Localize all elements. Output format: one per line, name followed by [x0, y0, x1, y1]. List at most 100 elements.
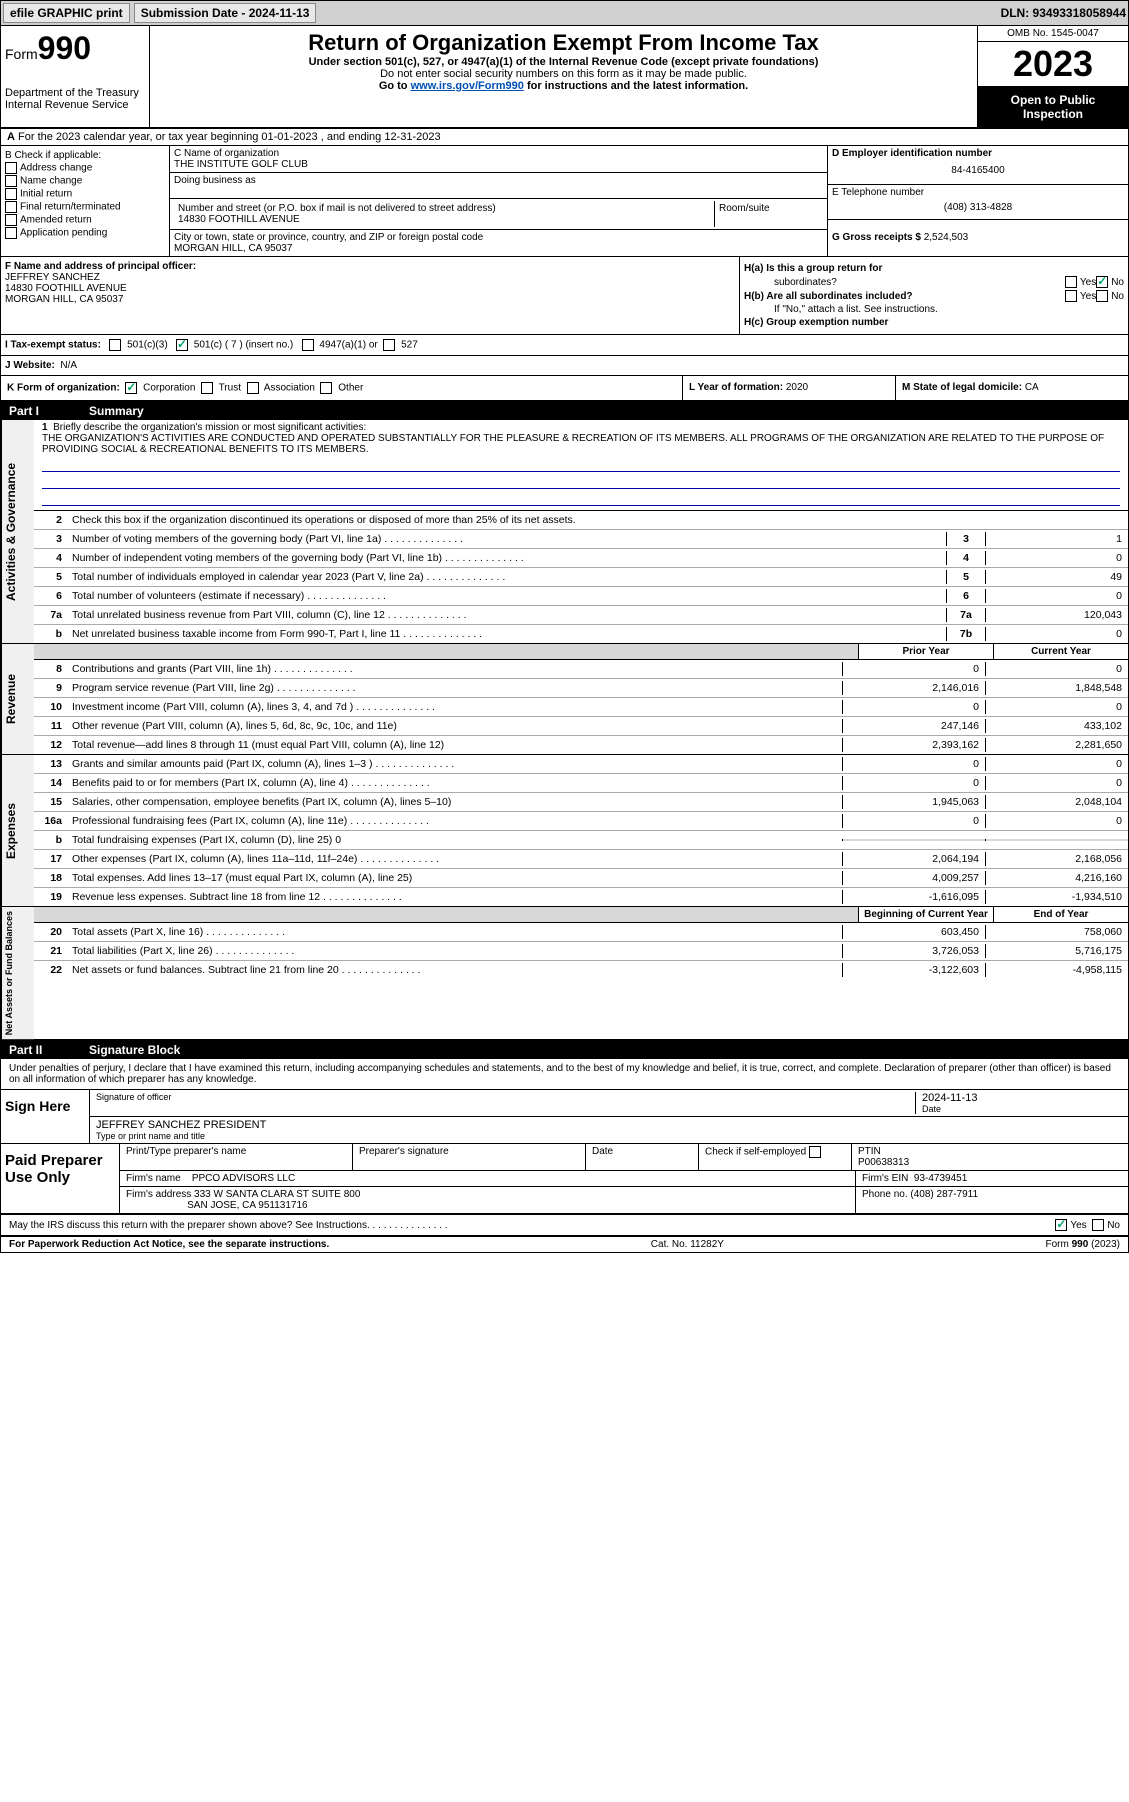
gov-v7b: 0: [985, 627, 1128, 641]
exp-l13: Grants and similar amounts paid (Part IX…: [68, 757, 842, 771]
submission-btn[interactable]: Submission Date - 2024-11-13: [134, 3, 317, 23]
exp-l17: Other expenses (Part IX, column (A), lin…: [68, 852, 842, 866]
exp-l16b: Total fundraising expenses (Part IX, col…: [68, 833, 842, 847]
other-checkbox[interactable]: [320, 382, 332, 394]
rev-l9: Program service revenue (Part VIII, line…: [68, 681, 842, 695]
part2-header: Part II Signature Block: [1, 1041, 1128, 1059]
gross-label: G Gross receipts $: [832, 232, 921, 243]
section-f: F Name and address of principal officer:…: [1, 257, 739, 334]
net-b21: 3,726,053: [842, 944, 985, 958]
exp-c18: 4,216,160: [985, 871, 1128, 885]
exp-l18: Total expenses. Add lines 13–17 (must eq…: [68, 871, 842, 885]
dba-label: Doing business as: [174, 175, 823, 186]
sign-here-row: Sign Here Signature of officer 2024-11-1…: [1, 1090, 1128, 1144]
527: 527: [401, 340, 418, 351]
exp-c13: 0: [985, 757, 1128, 771]
exp-c15: 2,048,104: [985, 795, 1128, 809]
j-label: J Website:: [5, 360, 55, 371]
exp-p16a: 0: [842, 814, 985, 828]
ptin-label: PTIN: [858, 1146, 1122, 1157]
part2-title: Signature Block: [89, 1043, 180, 1057]
amended-checkbox[interactable]: [5, 214, 17, 226]
self-emp-checkbox[interactable]: [809, 1146, 821, 1158]
exp-p17: 2,064,194: [842, 852, 985, 866]
hc-label: H(c) Group exemption number: [744, 317, 888, 328]
k-label: K Form of organization:: [7, 383, 120, 394]
exp-c17: 2,168,056: [985, 852, 1128, 866]
trust-checkbox[interactable]: [201, 382, 213, 394]
corp: Corporation: [143, 383, 195, 394]
ha2: subordinates?: [744, 277, 1065, 288]
501c-checkbox[interactable]: [176, 339, 188, 351]
ha-yes[interactable]: [1065, 276, 1077, 288]
rev-l12: Total revenue—add lines 8 through 11 (mu…: [68, 738, 842, 752]
app-pending: Application pending: [20, 228, 107, 239]
exp-p13: 0: [842, 757, 985, 771]
footer: For Paperwork Reduction Act Notice, see …: [1, 1237, 1128, 1252]
firm-name: PPCO ADVISORS LLC: [192, 1173, 295, 1184]
dln: DLN: 93493318058944: [1001, 6, 1126, 20]
type-label: Type or print name and title: [96, 1131, 1122, 1141]
footer-right: Form 990 (2023): [1046, 1239, 1120, 1250]
addr-label: Number and street (or P.O. box if mail i…: [178, 203, 710, 214]
corp-checkbox[interactable]: [125, 382, 137, 394]
501c3-checkbox[interactable]: [109, 339, 121, 351]
sig-label: Signature of officer: [96, 1092, 915, 1102]
gov-v5: 49: [985, 570, 1128, 584]
4947-checkbox[interactable]: [302, 339, 314, 351]
gov-v6: 0: [985, 589, 1128, 603]
curr-year-hdr: Current Year: [993, 644, 1128, 659]
irs: Internal Revenue Service: [5, 99, 145, 111]
section-h: H(a) Is this a group return for subordin…: [739, 257, 1128, 334]
phone: (408) 313-4828: [832, 198, 1124, 217]
discuss-yes-label: Yes: [1070, 1220, 1086, 1231]
room-label: Room/suite: [715, 201, 823, 227]
net-e20: 758,060: [985, 925, 1128, 939]
discuss-row: May the IRS discuss this return with the…: [1, 1215, 1128, 1237]
hb-yes[interactable]: [1065, 290, 1077, 302]
gov-label: Activities & Governance: [1, 420, 34, 643]
state-domicile: CA: [1025, 382, 1039, 393]
city-state-zip: MORGAN HILL, CA 95037: [174, 243, 823, 254]
part2-num: Part II: [9, 1043, 89, 1057]
ha-label: H(a) Is this a group return for: [744, 263, 882, 274]
hb-no[interactable]: [1096, 290, 1108, 302]
officer-addr1: 14830 FOOTHILL AVENUE: [5, 283, 735, 294]
firm-addr-label: Firm's address: [126, 1189, 191, 1200]
gov-l4: Number of independent voting members of …: [68, 551, 946, 565]
gov-l6: Total number of volunteers (estimate if …: [68, 589, 946, 603]
row-a: A For the 2023 calendar year, or tax yea…: [1, 129, 1128, 146]
instructions-link[interactable]: www.irs.gov/Form990: [411, 80, 524, 92]
amended-return: Amended return: [20, 215, 92, 226]
hb-no-label: No: [1111, 291, 1124, 302]
addr-checkbox[interactable]: [5, 162, 17, 174]
city-label: City or town, state or province, country…: [174, 232, 823, 243]
gov-l2: Check this box if the organization disco…: [68, 513, 1128, 527]
app-checkbox[interactable]: [5, 227, 17, 239]
rev-label: Revenue: [1, 644, 34, 754]
l-label: L Year of formation:: [689, 382, 783, 393]
name-checkbox[interactable]: [5, 175, 17, 187]
discuss-yes[interactable]: [1055, 1219, 1067, 1231]
exp-l15: Salaries, other compensation, employee b…: [68, 795, 842, 809]
name-change: Name change: [20, 176, 82, 187]
gov-l5: Total number of individuals employed in …: [68, 570, 946, 584]
501c3: 501(c)(3): [127, 340, 168, 351]
exp-l16a: Professional fundraising fees (Part IX, …: [68, 814, 842, 828]
mission-label: Briefly describe the organization's miss…: [53, 422, 366, 433]
discuss-text: May the IRS discuss this return with the…: [9, 1220, 1055, 1231]
ha-no[interactable]: [1096, 276, 1108, 288]
hb-label: H(b) Are all subordinates included?: [744, 291, 1065, 302]
exp-p19: -1,616,095: [842, 890, 985, 904]
initial-checkbox[interactable]: [5, 188, 17, 200]
b-label: B Check if applicable:: [5, 150, 165, 161]
assoc-checkbox[interactable]: [247, 382, 259, 394]
trust: Trust: [219, 383, 241, 394]
527-checkbox[interactable]: [383, 339, 395, 351]
m-label: M State of legal domicile:: [902, 382, 1022, 393]
efile-btn[interactable]: efile GRAPHIC print: [3, 3, 130, 23]
final-checkbox[interactable]: [5, 201, 17, 213]
discuss-no[interactable]: [1092, 1219, 1104, 1231]
exp-c14: 0: [985, 776, 1128, 790]
tax-year: 2023: [978, 42, 1128, 87]
